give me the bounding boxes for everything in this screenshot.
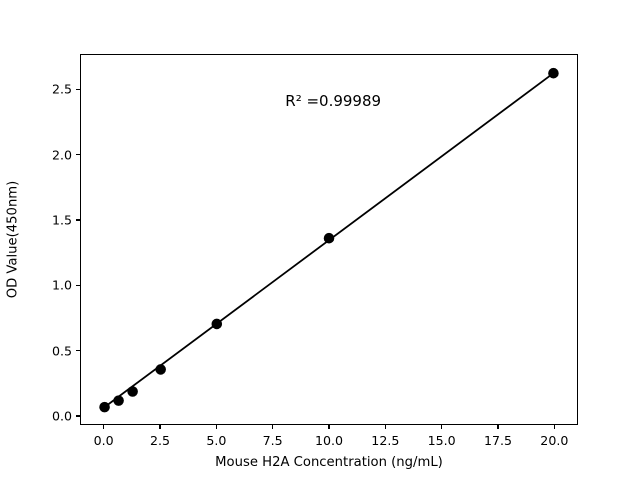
data-point-marker <box>211 318 223 330</box>
data-point-marker <box>323 232 335 244</box>
x-tick-label: 7.5 <box>262 433 283 448</box>
y-tick-label: 0.5 <box>51 343 72 359</box>
y-tick-mark <box>76 349 80 352</box>
data-markers <box>99 67 559 413</box>
data-point-marker <box>113 395 124 406</box>
y-tick-label: 2.5 <box>51 81 72 97</box>
data-point-marker <box>99 401 110 413</box>
x-tick-mark <box>441 425 443 429</box>
x-tick-mark <box>159 425 161 429</box>
x-tick-mark <box>215 425 217 429</box>
chart-canvas <box>99 67 559 413</box>
y-axis-label-text: OD Value(450nm) <box>5 180 21 299</box>
y-tick-label: 1.5 <box>51 212 72 228</box>
x-tick-label: 2.5 <box>149 433 170 448</box>
x-tick-label: 5.0 <box>206 433 227 448</box>
data-point-marker <box>548 67 559 79</box>
x-tick-mark <box>497 425 499 429</box>
x-tick-label: 20.0 <box>540 433 569 448</box>
x-tick-label: 0.0 <box>93 433 114 448</box>
y-tick-label: 2.0 <box>51 147 72 163</box>
y-tick-mark <box>76 219 80 221</box>
x-tick-label: 10.0 <box>314 433 344 448</box>
x-tick-label: 15.0 <box>427 433 456 448</box>
x-tick-label: 17.5 <box>483 433 513 448</box>
x-tick-mark <box>553 425 555 429</box>
y-tick-mark <box>76 415 80 417</box>
r-squared-annotation: R² =0.99989 <box>285 92 382 111</box>
x-tick-mark <box>272 425 274 429</box>
y-tick-mark <box>76 284 80 286</box>
y-tick-label: 0.0 <box>51 408 72 424</box>
data-point-marker <box>127 386 138 397</box>
y-tick-mark <box>76 153 80 156</box>
x-tick-mark <box>384 425 386 429</box>
y-tick-label: 1.0 <box>51 277 72 293</box>
data-point-marker <box>155 364 166 375</box>
y-tick-mark <box>76 88 80 90</box>
x-tick-mark <box>328 425 330 429</box>
plot-area <box>80 54 578 425</box>
x-tick-mark <box>103 425 105 429</box>
y-axis-label: OD Value(450nm) <box>0 54 26 425</box>
x-tick-label: 12.5 <box>371 433 400 448</box>
x-axis-label: Mouse H2A Concentration (ng/mL) <box>215 455 443 470</box>
